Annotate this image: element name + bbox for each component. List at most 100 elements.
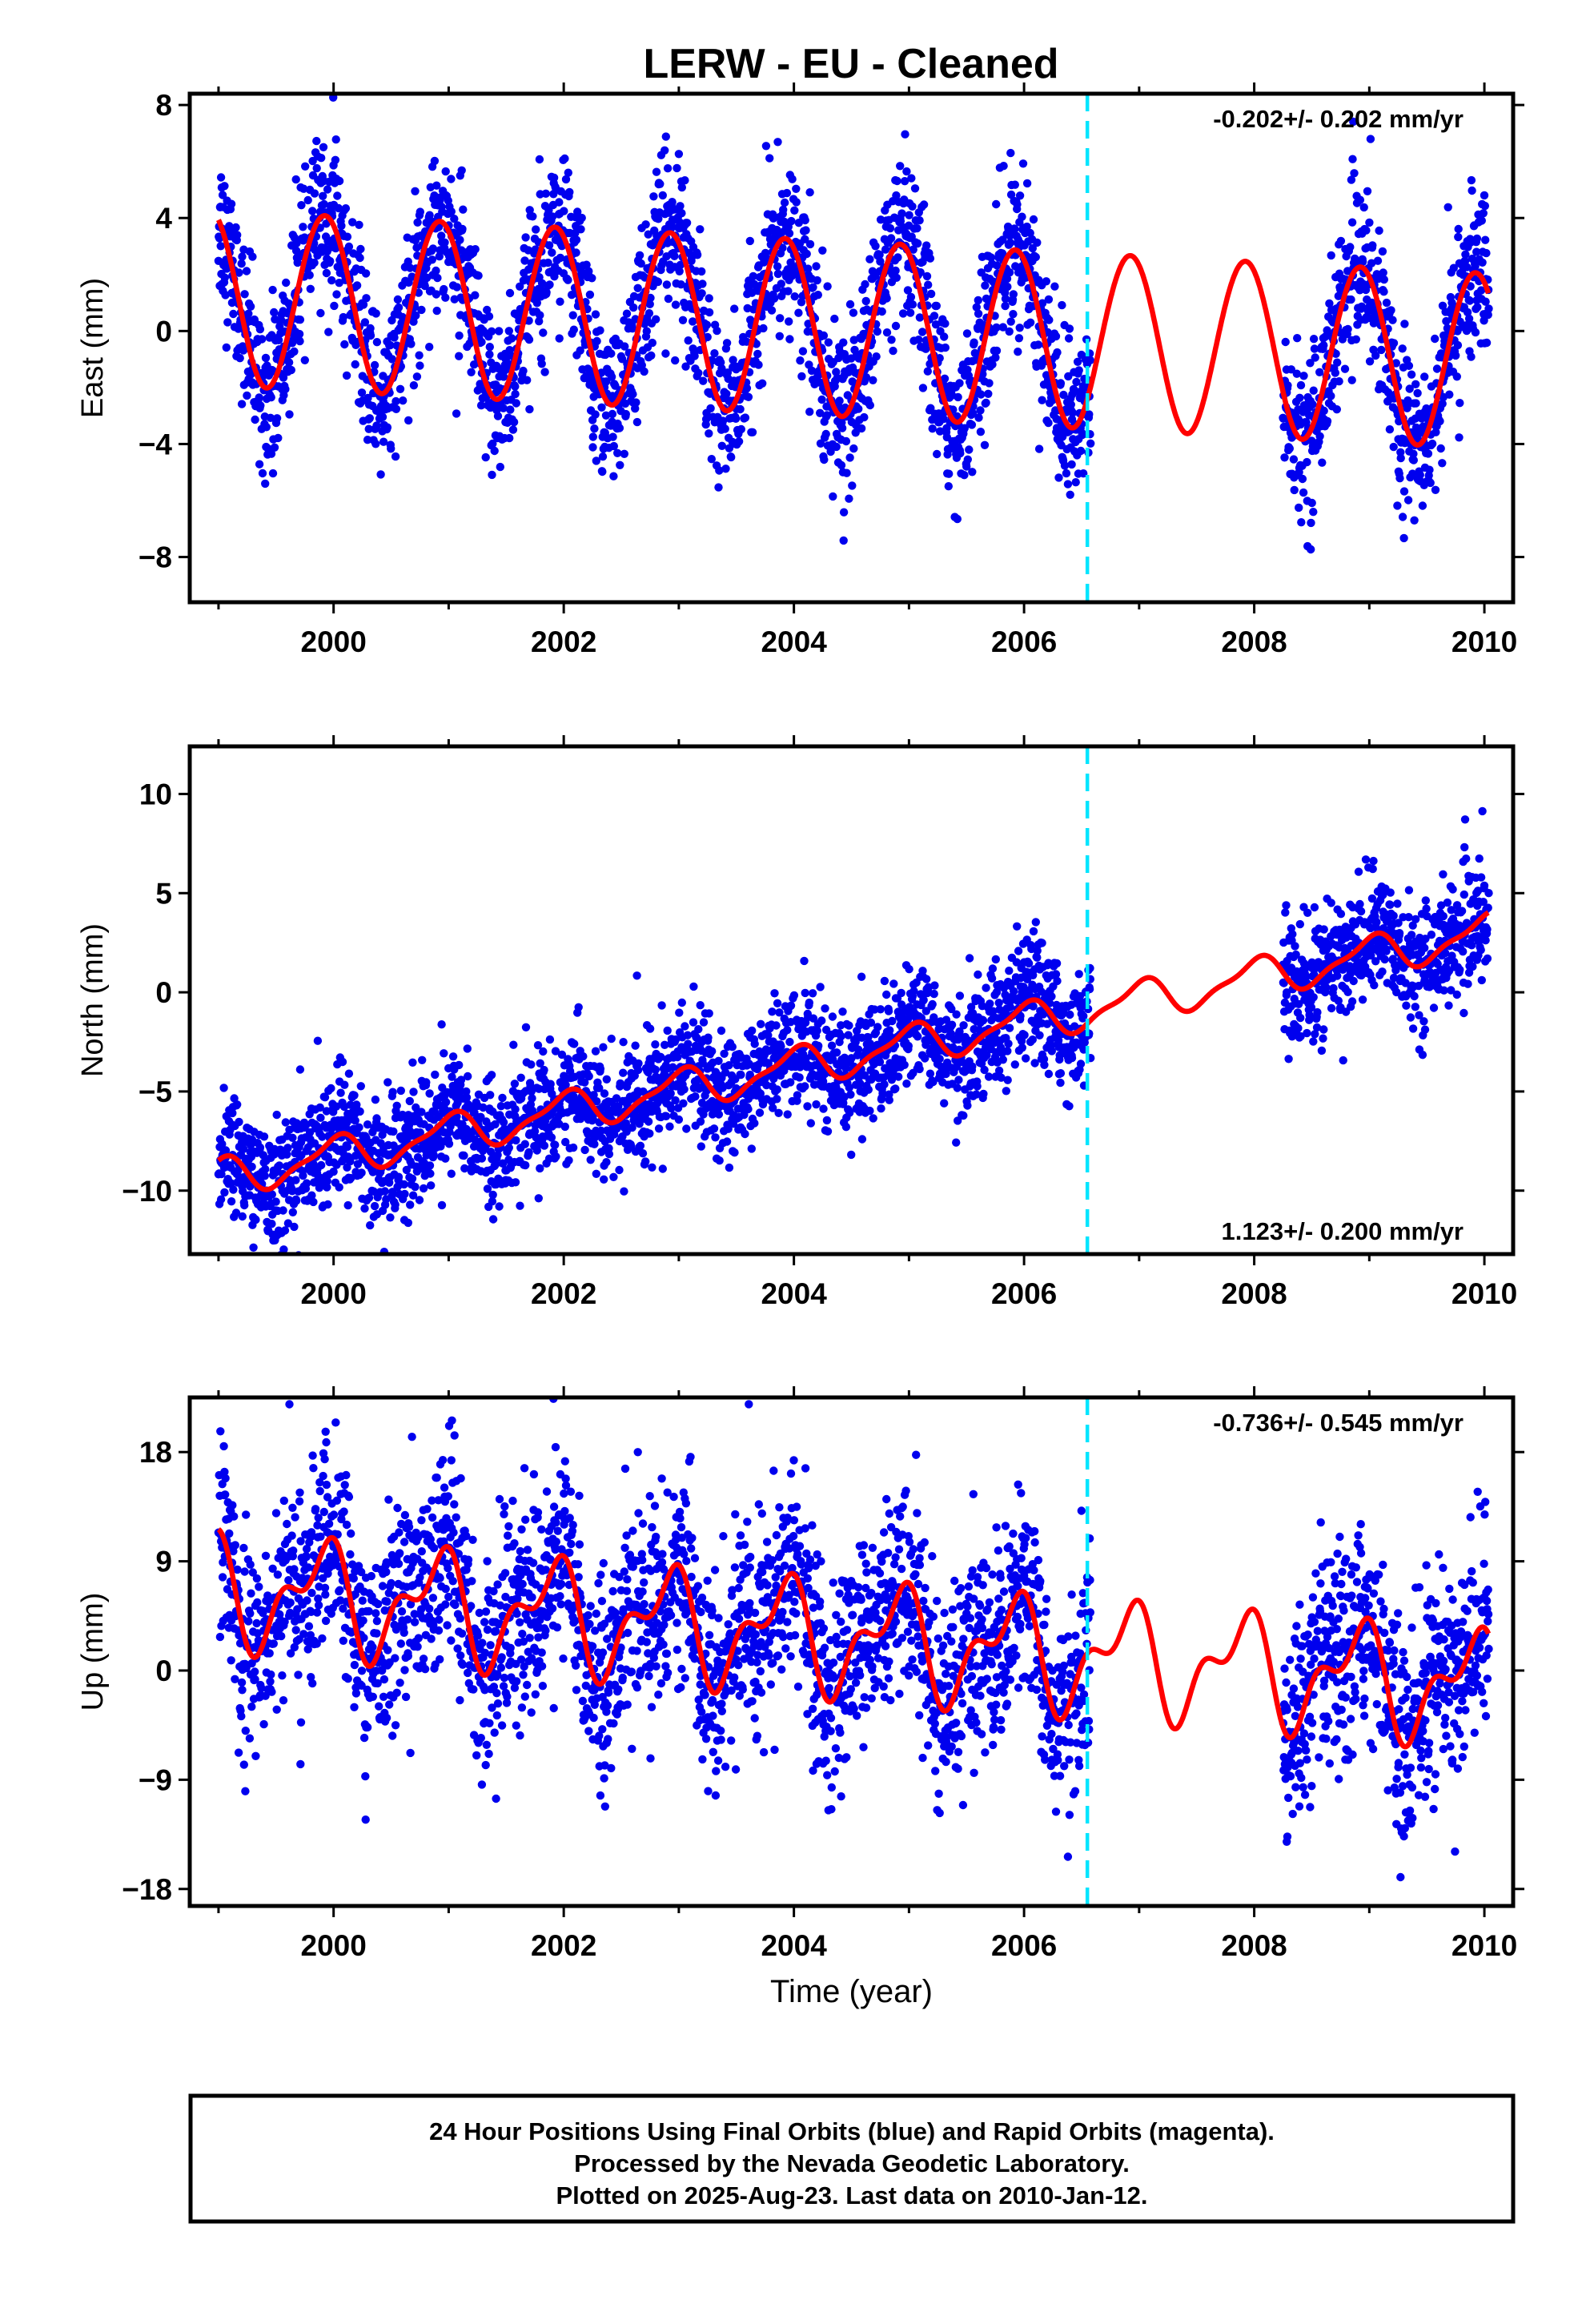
data-point — [344, 1069, 354, 1078]
data-point — [607, 349, 616, 358]
data-point — [487, 1071, 496, 1080]
data-point — [511, 1178, 520, 1187]
data-point — [341, 204, 351, 213]
data-point — [1067, 460, 1076, 469]
data-point — [662, 280, 672, 289]
data-point — [1010, 224, 1019, 234]
data-point — [696, 1117, 705, 1126]
data-point — [1347, 295, 1355, 304]
data-point — [416, 207, 424, 216]
data-point — [1348, 155, 1357, 163]
data-point — [1309, 508, 1318, 517]
data-point — [841, 436, 851, 446]
data-point — [597, 403, 606, 412]
data-point — [331, 135, 340, 144]
data-point — [1071, 478, 1080, 487]
data-point — [932, 301, 942, 311]
data-point — [926, 254, 935, 263]
data-point — [220, 273, 229, 282]
data-point — [270, 308, 279, 317]
data-point — [460, 1151, 468, 1160]
data-point — [487, 327, 496, 336]
data-point — [805, 998, 813, 1007]
data-point — [829, 492, 837, 501]
data-point — [1022, 179, 1032, 188]
data-point — [653, 277, 663, 287]
data-point — [812, 1100, 821, 1109]
data-point — [913, 239, 922, 248]
data-point — [351, 360, 359, 369]
data-point — [1432, 364, 1442, 373]
data-point — [356, 244, 365, 254]
data-point — [817, 1016, 826, 1025]
data-point — [572, 235, 581, 244]
data-point — [654, 215, 663, 223]
data-point — [288, 1133, 297, 1143]
data-point — [287, 365, 295, 375]
data-point — [495, 1202, 504, 1211]
data-point — [1014, 348, 1022, 356]
data-point — [274, 336, 283, 344]
data-point — [892, 273, 901, 282]
data-point — [356, 1082, 365, 1091]
data-point — [535, 155, 544, 164]
data-point — [444, 1140, 454, 1148]
data-point — [1452, 372, 1462, 381]
data-point — [420, 281, 429, 291]
data-point — [240, 1200, 249, 1210]
data-point — [404, 1218, 412, 1228]
data-point — [753, 349, 762, 359]
data-point — [608, 432, 617, 441]
data-point — [463, 1044, 472, 1053]
data-point — [721, 424, 729, 433]
data-point — [333, 191, 342, 200]
data-point — [641, 1157, 650, 1166]
data-point — [902, 167, 911, 176]
data-point — [366, 324, 375, 333]
data-point — [1290, 485, 1299, 495]
data-point — [240, 290, 249, 299]
data-point — [796, 356, 805, 365]
data-point — [620, 1187, 628, 1196]
data-point — [591, 310, 600, 319]
data-point — [872, 352, 881, 361]
data-point — [1438, 459, 1447, 468]
data-point — [306, 284, 315, 293]
data-point — [291, 175, 300, 184]
data-point — [1038, 396, 1046, 404]
data-point — [777, 279, 785, 288]
data-point — [504, 1144, 513, 1152]
data-point — [400, 1180, 408, 1189]
data-point — [432, 306, 441, 316]
data-point — [860, 412, 869, 422]
data-point — [802, 249, 811, 259]
data-point — [1418, 501, 1427, 510]
y-axis-label-east: East (mm) — [76, 278, 110, 418]
data-point — [508, 425, 518, 434]
data-point — [842, 468, 851, 477]
data-point — [227, 199, 236, 208]
data-point — [394, 1172, 404, 1181]
data-point — [619, 1068, 628, 1077]
data-point — [861, 279, 869, 289]
data-point — [985, 379, 994, 388]
data-point — [737, 424, 745, 434]
data-point — [736, 404, 745, 414]
data-point — [275, 1161, 284, 1170]
data-point — [720, 1049, 729, 1059]
data-point — [1033, 238, 1042, 247]
data-point — [337, 221, 346, 231]
data-point — [982, 398, 990, 408]
data-point — [1388, 316, 1397, 324]
data-point — [246, 302, 255, 311]
y-tick-label: 8 — [155, 89, 172, 122]
data-point — [1427, 439, 1437, 448]
data-point — [1399, 533, 1408, 543]
data-point — [1443, 203, 1452, 211]
data-point — [488, 1190, 497, 1200]
data-point — [502, 353, 511, 363]
data-point — [1350, 169, 1359, 178]
data-point — [822, 1116, 832, 1125]
data-point — [247, 1162, 256, 1172]
data-point — [820, 455, 829, 464]
